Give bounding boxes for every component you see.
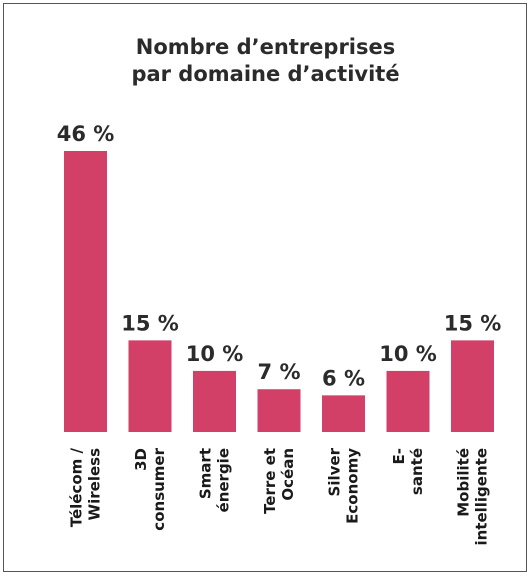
category-label-0: Télécom / Wireless: [68, 447, 104, 527]
bar-6: [451, 340, 494, 432]
category-label-1: 3D consumer: [132, 447, 168, 530]
category-label-4-line-0: Silver: [326, 447, 344, 496]
category-label-6-line-1: intelligente: [473, 448, 491, 546]
category-label-2-line-1: énergie: [215, 448, 233, 512]
bar-2: [193, 370, 236, 432]
value-label-3: 7 %: [258, 360, 301, 384]
category-label-4: Silver Economy: [326, 447, 362, 523]
chart-title-line-2: par domaine d’activité: [131, 62, 400, 86]
value-label-1: 15 %: [121, 311, 179, 335]
bar-0: [64, 151, 107, 432]
value-label-5: 10 %: [379, 342, 437, 366]
bar-1: [128, 340, 172, 432]
category-label-5-line-1: santé: [408, 448, 426, 495]
value-label-4: 6 %: [322, 366, 365, 390]
category-label-5: E-santé: [390, 448, 426, 495]
bar-4: [322, 395, 365, 432]
category-label-5-line-0: E-: [390, 448, 408, 464]
category-label-0-line-1: Wireless: [86, 448, 104, 521]
category-label-3-line-1: Océan: [279, 448, 297, 501]
value-label-0: 46 %: [57, 122, 115, 146]
category-label-1-line-1: consumer: [150, 447, 168, 530]
category-label-2: Smart énergie: [197, 448, 233, 512]
category-label-6-line-0: Mobilité: [455, 448, 473, 517]
category-label-4-line-1: Economy: [344, 448, 362, 524]
bar-3: [257, 389, 301, 432]
category-label-0-line-0: Télécom /: [68, 447, 86, 527]
value-label-6: 15 %: [444, 311, 502, 335]
chart-title-line-1: Nombre d’entreprises: [135, 35, 396, 59]
category-label-6: Mobilité intelligente: [455, 448, 491, 546]
category-label-1-line-0: 3D: [132, 448, 150, 471]
bar-5: [386, 370, 430, 432]
value-label-2: 10 %: [186, 342, 244, 366]
category-label-3-line-0: Terre et: [261, 448, 279, 514]
category-label-3: Terre et Océan: [261, 448, 297, 514]
category-label-2-line-0: Smart: [197, 448, 215, 499]
